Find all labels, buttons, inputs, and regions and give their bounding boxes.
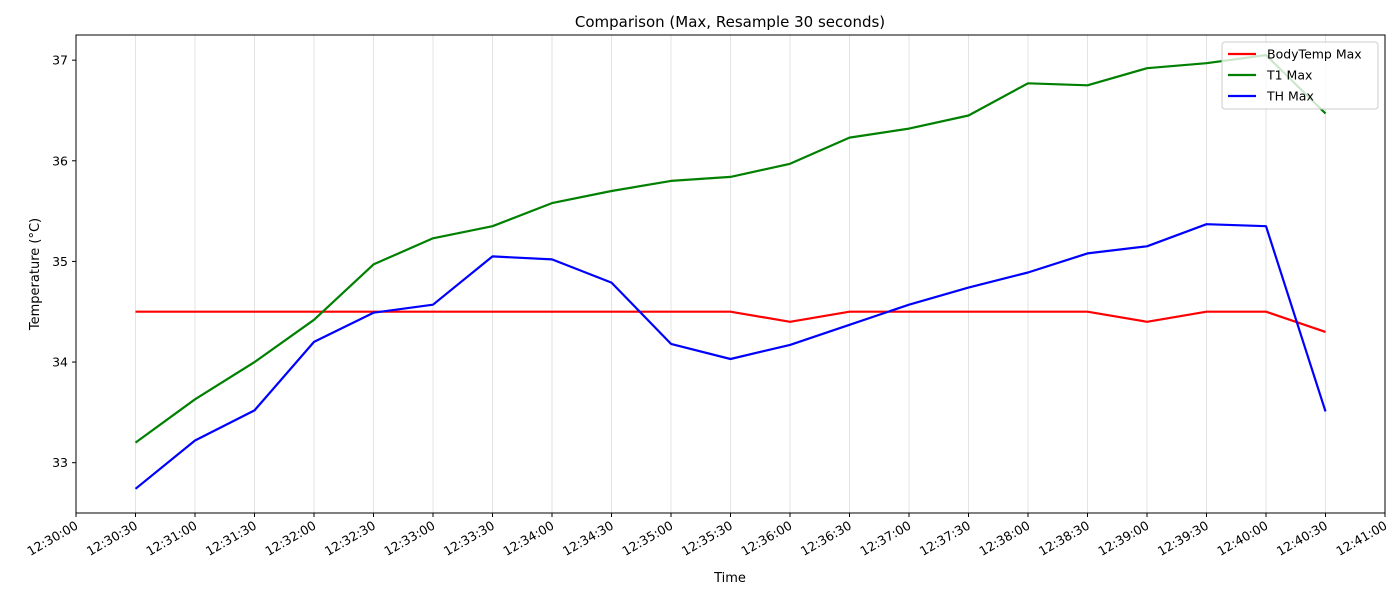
x-tick-label: 12:36:30 <box>798 518 854 559</box>
x-tick-label: 12:33:30 <box>441 518 497 559</box>
x-tick-label: 12:34:00 <box>500 518 556 559</box>
x-tick-label: 12:37:30 <box>917 518 973 559</box>
x-tick-label: 12:33:00 <box>381 518 437 559</box>
series-line-th-max <box>134 223 1327 490</box>
x-tick-label: 12:41:00 <box>1333 518 1389 559</box>
x-tick-label: 12:30:00 <box>24 518 80 559</box>
x-tick-label: 12:37:00 <box>857 518 913 559</box>
legend: BodyTemp Max T1 Max TH Max <box>1221 41 1379 110</box>
x-tick-label: 12:32:00 <box>262 518 318 559</box>
grid <box>75 35 1386 513</box>
y-tick-label: 36 <box>52 153 68 168</box>
x-tick-label: 12:36:00 <box>738 518 794 559</box>
y-tick-label: 35 <box>52 254 68 269</box>
legend-box <box>1221 41 1379 110</box>
legend-label-th-max: TH Max <box>1266 89 1314 104</box>
x-tick-label: 12:35:00 <box>619 518 675 559</box>
x-tick-label: 12:38:00 <box>976 518 1032 559</box>
y-tick-label: 33 <box>52 455 68 470</box>
x-tick-label: 12:40:30 <box>1274 518 1330 559</box>
x-tick-label: 12:35:30 <box>679 518 735 559</box>
x-axis: 12:30:00 12:30:30 12:31:00 12:31:30 12:32:00… <box>24 513 1390 559</box>
x-tick-label: 12:38:30 <box>1036 518 1092 559</box>
x-tick-label: 12:39:30 <box>1155 518 1211 559</box>
series-line-bodytemp-max <box>135 310 1326 333</box>
y-axis-label: Temperature (°C) <box>28 218 43 331</box>
x-tick-label: 12:40:00 <box>1214 518 1270 559</box>
y-tick-label: 37 <box>52 53 68 68</box>
series-lines <box>134 53 1327 490</box>
x-tick-label: 12:31:00 <box>143 518 199 559</box>
x-tick-label: 12:39:00 <box>1095 518 1151 559</box>
legend-label-bodytemp-max: BodyTemp Max <box>1267 47 1362 62</box>
x-axis-label: Time <box>713 571 746 586</box>
chart-title: Comparison (Max, Resample 30 seconds) <box>575 13 885 31</box>
series-line-t1-max <box>134 53 1327 444</box>
y-axis: 33 34 35 36 37 <box>52 53 76 470</box>
legend-label-t1-max: T1 Max <box>1266 68 1312 83</box>
x-tick-label: 12:31:30 <box>203 518 259 559</box>
x-tick-label: 12:34:30 <box>560 518 616 559</box>
y-tick-label: 34 <box>52 355 68 370</box>
x-tick-label: 12:32:30 <box>322 518 378 559</box>
x-tick-label: 12:30:30 <box>84 518 140 559</box>
